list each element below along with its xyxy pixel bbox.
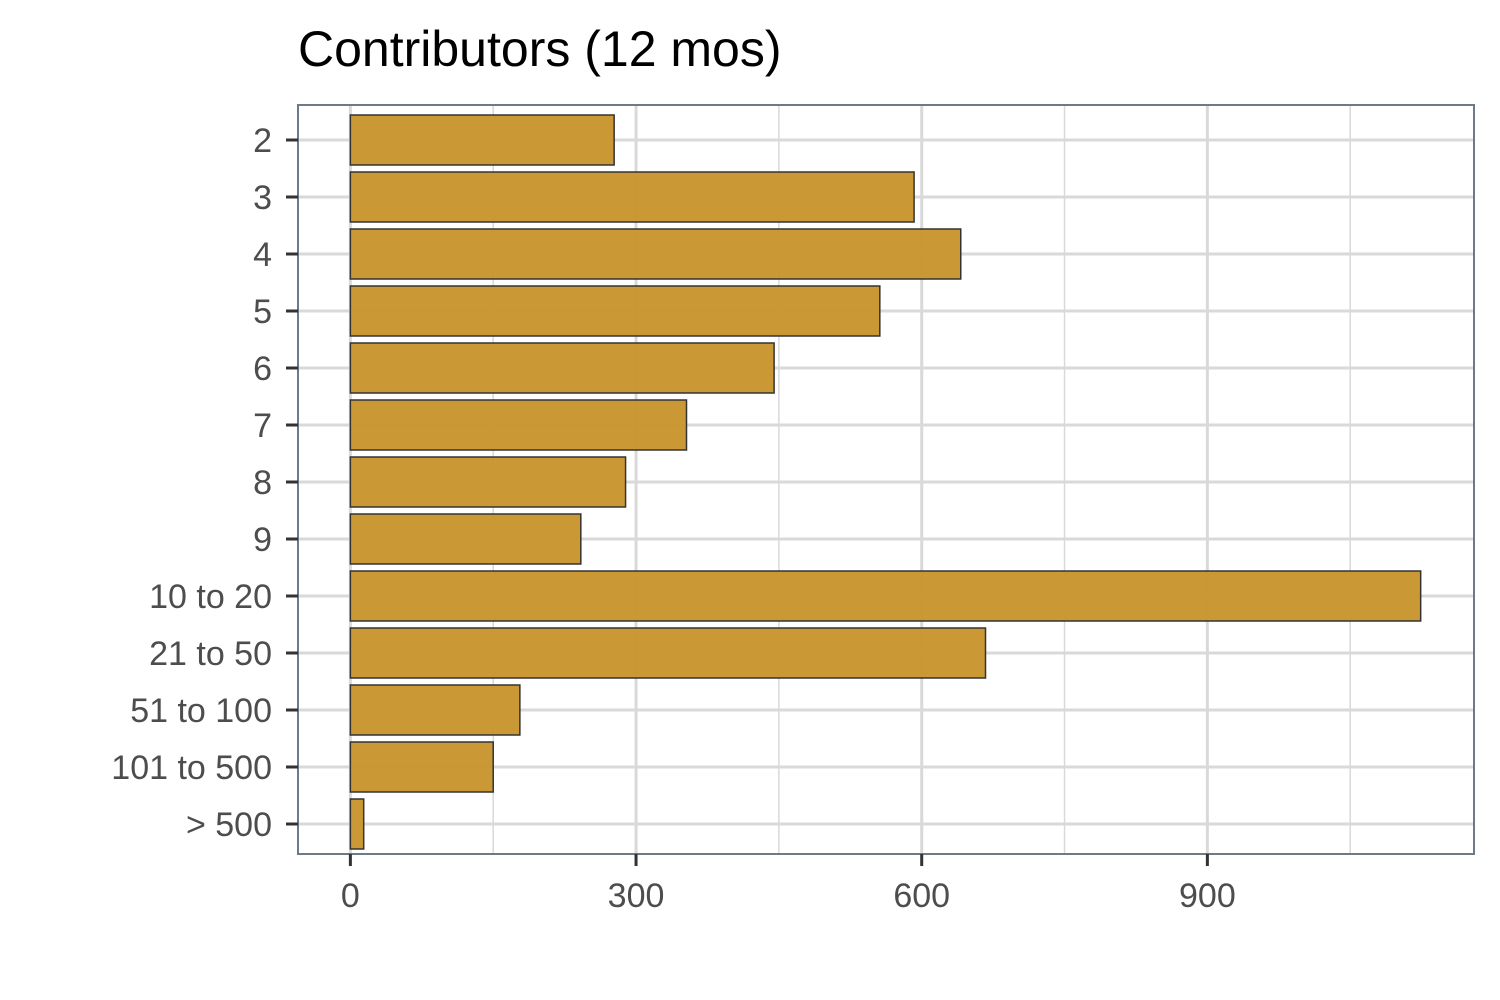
bar-4 xyxy=(349,342,775,394)
y-tick-label-10: 51 to 100 xyxy=(130,692,272,730)
y-tick-label-7: 9 xyxy=(253,521,272,559)
bar-7 xyxy=(349,513,582,565)
x-tick-label-3: 900 xyxy=(1179,877,1236,915)
y-tick-label-12: > 500 xyxy=(186,806,272,844)
bar-0 xyxy=(349,114,615,166)
y-tick-label-1: 3 xyxy=(253,179,272,217)
bar-8 xyxy=(349,570,1422,622)
bar-12 xyxy=(349,798,365,850)
panel-border xyxy=(297,104,1475,855)
chart-title: Contributors (12 mos) xyxy=(298,21,782,77)
bar-5 xyxy=(349,399,688,451)
y-tick-label-6: 8 xyxy=(253,464,272,502)
y-tick-label-5: 7 xyxy=(253,407,272,445)
y-tick-label-0: 2 xyxy=(253,122,272,160)
x-tick-label-2: 600 xyxy=(893,877,950,915)
bar-2 xyxy=(349,228,962,280)
bar-3 xyxy=(349,285,881,337)
y-tick-label-2: 4 xyxy=(253,236,272,274)
x-axis: 0 300 600 900 xyxy=(341,854,1236,915)
bar-11 xyxy=(349,741,494,793)
y-tick-label-9: 21 to 50 xyxy=(149,635,272,673)
y-axis: 2 3 4 5 6 7 8 9 10 to 20 21 to 50 51 to 100 101 to … xyxy=(111,122,298,844)
y-tick-label-8: 10 to 20 xyxy=(149,578,272,616)
bars xyxy=(349,114,1422,850)
x-tick-label-0: 0 xyxy=(341,877,360,915)
y-tick-label-3: 5 xyxy=(253,293,272,331)
y-tick-label-4: 6 xyxy=(253,350,272,388)
bar-1 xyxy=(349,171,915,223)
bar-6 xyxy=(349,456,627,508)
bar-10 xyxy=(349,684,521,736)
y-tick-label-11: 101 to 500 xyxy=(111,749,272,787)
x-tick-label-1: 300 xyxy=(608,877,665,915)
bar-9 xyxy=(349,627,987,679)
